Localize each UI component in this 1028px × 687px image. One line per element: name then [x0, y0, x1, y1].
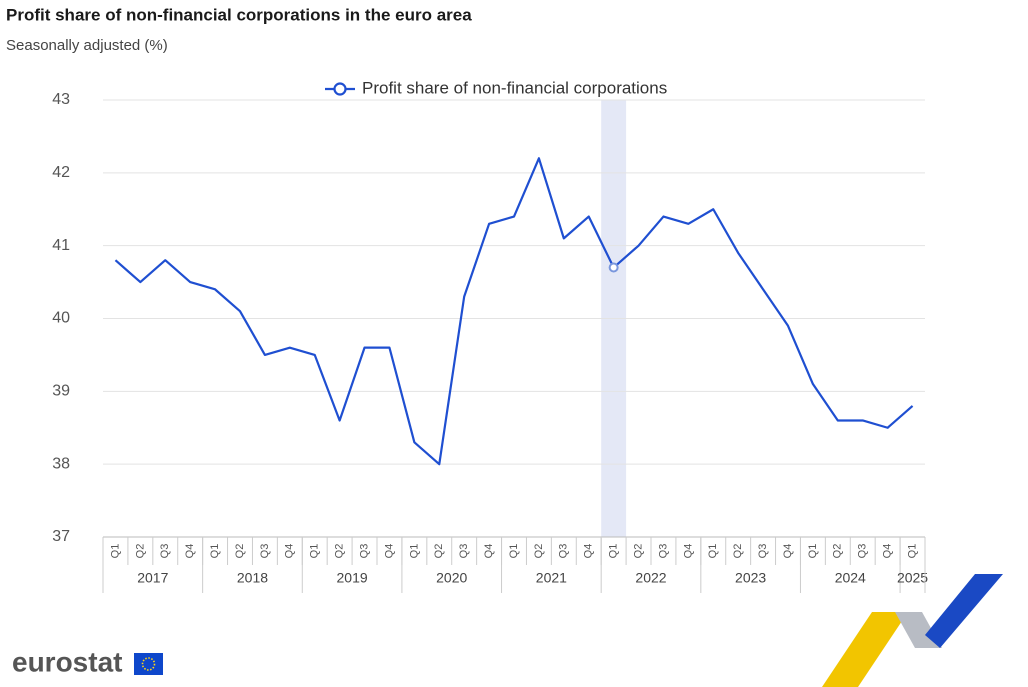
x-tick-label: Q4: [583, 544, 595, 559]
x-tick-label: Q1: [707, 544, 719, 559]
hover-marker: [608, 262, 619, 273]
x-tick-label: Q2: [832, 544, 844, 559]
x-group-label: 2021: [536, 570, 567, 586]
x-tick-label: Q3: [857, 544, 869, 559]
x-tick-label: Q1: [508, 544, 520, 559]
x-group-label: 2024: [835, 570, 866, 586]
ribbon: [822, 574, 1003, 687]
chart-title: Profit share of non-financial corporatio…: [6, 5, 472, 24]
eu-stars: [141, 657, 156, 671]
x-tick-label: Q3: [259, 544, 271, 559]
y-tick-label: 37: [52, 528, 70, 545]
x-tick-label: Q4: [483, 544, 495, 559]
x-tick-label: Q2: [732, 544, 744, 559]
y-tick-label: 43: [52, 91, 70, 108]
x-tick-label: Q1: [807, 544, 819, 559]
eu-flag: [134, 653, 163, 675]
x-tick-label: Q4: [882, 544, 894, 559]
x-tick-label: Q3: [657, 544, 669, 559]
x-tick-label: Q2: [433, 544, 445, 559]
x-group-label: 2019: [337, 570, 368, 586]
x-tick-label: Q2: [234, 544, 246, 559]
x-tick-label: Q1: [906, 544, 918, 559]
x-tick-label: Q3: [358, 544, 370, 559]
x-tick-label: Q3: [159, 544, 171, 559]
x-group-label: 2022: [635, 570, 666, 586]
legend-marker: [333, 82, 347, 96]
legend-label: Profit share of non-financial corporatio…: [362, 78, 667, 97]
x-tick-label: Q2: [632, 544, 644, 559]
x-tick-label: Q4: [184, 544, 196, 559]
x-group-label: 2025: [897, 570, 928, 586]
x-tick-label: Q2: [533, 544, 545, 559]
x-tick-label: Q4: [383, 544, 395, 559]
eurostat-logo: eurostat: [12, 646, 163, 677]
x-tick-label: Q1: [309, 544, 321, 559]
x-tick-label: Q2: [134, 544, 146, 559]
x-tick-label: Q3: [558, 544, 570, 559]
chart-subtitle: Seasonally adjusted (%): [6, 37, 168, 54]
x-tick-label: Q4: [682, 544, 694, 559]
x-tick-label: Q3: [458, 544, 470, 559]
x-tick-label: Q1: [408, 544, 420, 559]
logo-text: eurostat: [12, 646, 122, 677]
y-tick-label: 38: [52, 455, 70, 472]
x-group-label: 2020: [436, 570, 467, 586]
y-tick-label: 42: [52, 164, 70, 181]
x-tick-label: Q2: [334, 544, 346, 559]
series-line: [114, 157, 914, 466]
y-tick-label: 39: [52, 383, 70, 400]
ribbon-yellow: [822, 612, 908, 687]
y-tick-label: 40: [52, 310, 70, 327]
x-group-label: 2018: [237, 570, 268, 586]
x-tick-label: Q3: [757, 544, 769, 559]
x-tick-label: Q1: [608, 544, 620, 559]
legend: Profit share of non-financial corporatio…: [325, 78, 667, 97]
y-tick-label: 41: [52, 237, 70, 254]
ribbon-blue: [925, 574, 1003, 648]
x-group-label: 2023: [735, 570, 766, 586]
x-group-label: 2017: [137, 570, 168, 586]
x-tick-label: Q4: [284, 544, 296, 559]
x-tick-label: Q1: [209, 544, 221, 559]
x-tick-label: Q4: [782, 544, 794, 559]
x-tick-label: Q1: [109, 544, 121, 559]
